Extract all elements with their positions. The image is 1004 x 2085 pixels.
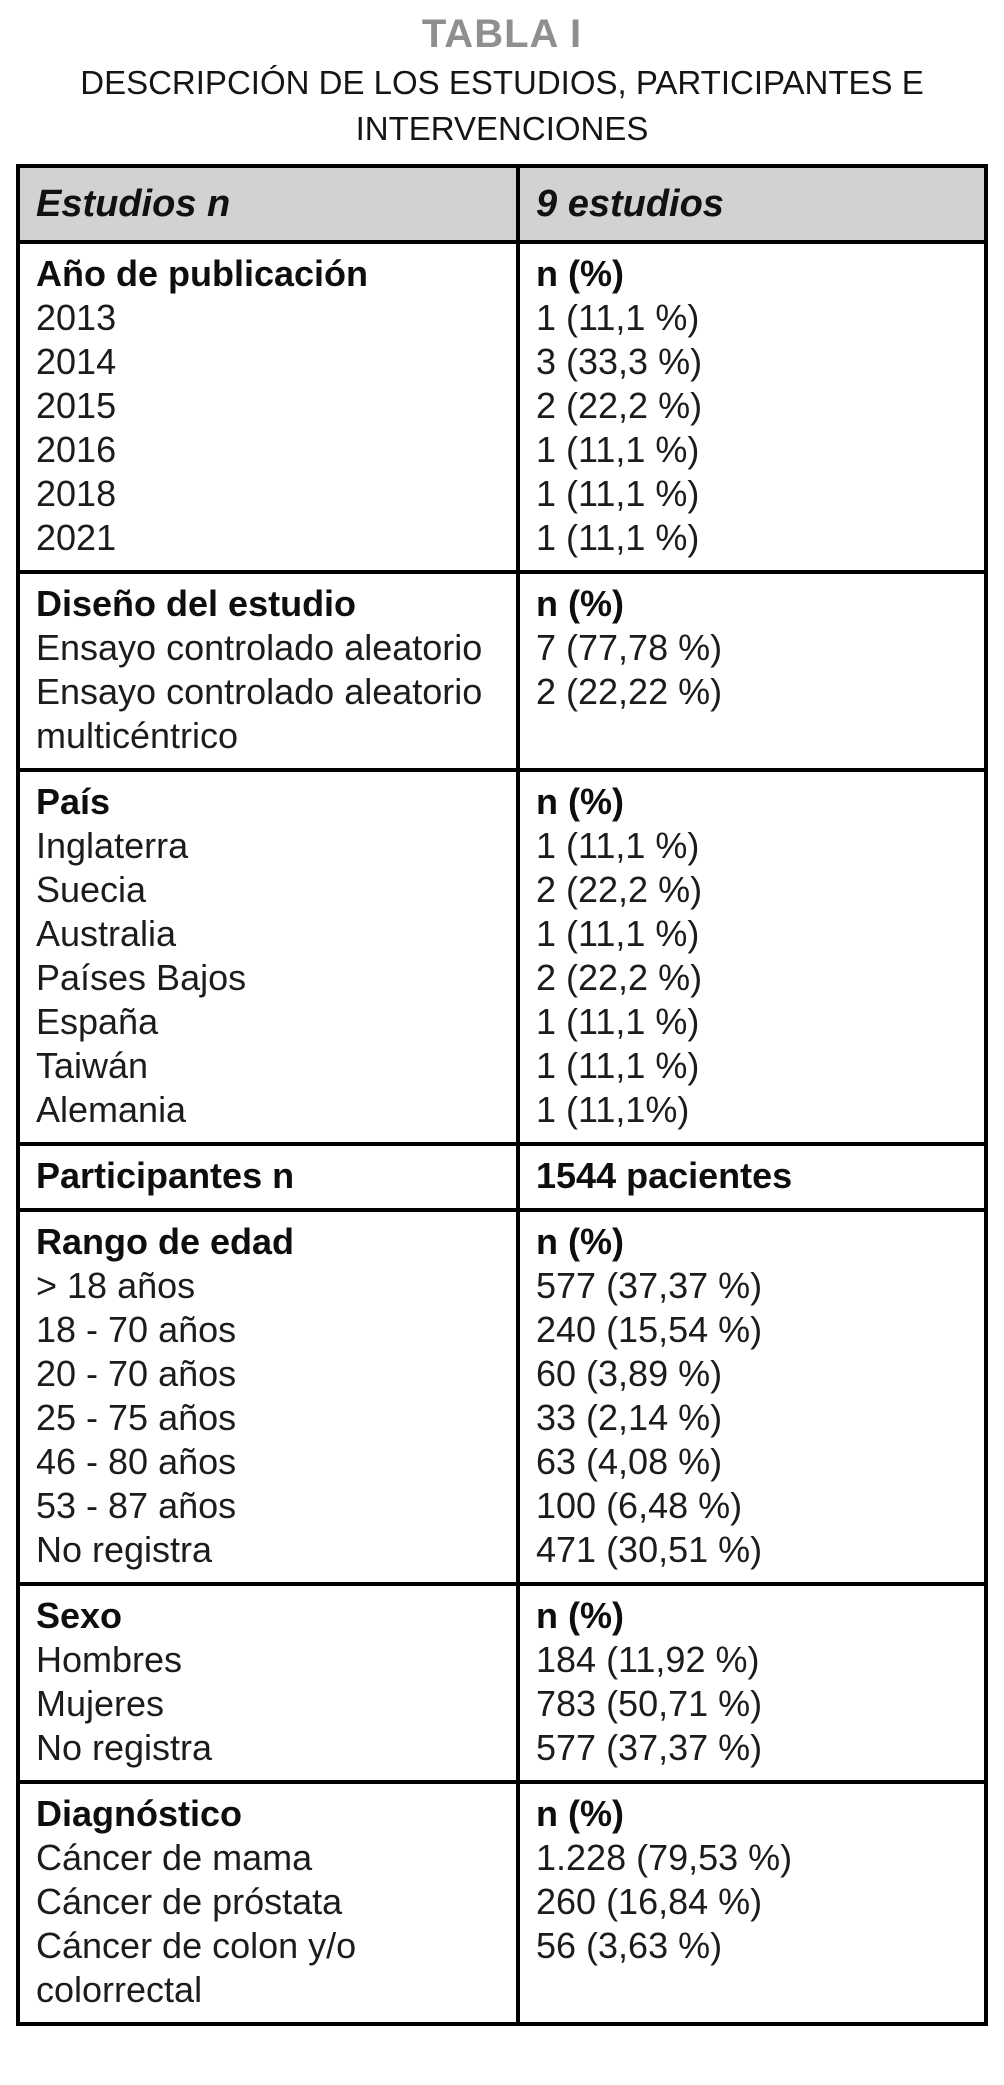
table-header-left: Estudios n xyxy=(20,168,520,240)
section-right-cell: n (%) 184 (11,92 %) 783 (50,71 %) 577 (37,3… xyxy=(520,1586,984,1780)
section-left-cell: Diseño del estudio Ensayo controlado alea… xyxy=(20,574,520,768)
section-value: 56 (3,63 %) xyxy=(536,1925,723,1966)
table-body: Año de publicación 2013 2014 2015 2016 2018 20… xyxy=(20,240,984,2022)
section-right-cell: 1544 pacientes xyxy=(520,1146,984,1208)
section-item: 46 - 80 años xyxy=(36,1441,237,1482)
section-value: 1 (11,1 %) xyxy=(536,825,700,866)
section-value: 33 (2,14 %) xyxy=(536,1397,723,1438)
section-left-cell: Año de publicación 2013 2014 2015 2016 2018 20… xyxy=(20,244,520,570)
section-value: 1 (11,1%) xyxy=(536,1089,690,1130)
section-value: 2 (22,22 %) xyxy=(536,671,723,712)
section-right-cell: n (%) 1 (11,1 %) 3 (33,3 %) 2 (22,2 %) 1 (11… xyxy=(520,244,984,570)
table-section-1: Diseño del estudio Ensayo controlado alea… xyxy=(20,570,984,768)
section-item: 2015 xyxy=(36,385,117,426)
section-value: 2 (22,2 %) xyxy=(536,869,703,910)
section-item: Mujeres xyxy=(36,1683,165,1724)
section-item: No registra xyxy=(36,1529,213,1570)
section-item: Inglaterra xyxy=(36,825,189,866)
table-section-0: Año de publicación 2013 2014 2015 2016 2018 20… xyxy=(20,240,984,570)
section-value-header: 1544 pacientes xyxy=(536,1155,793,1196)
section-value: 1 (11,1 %) xyxy=(536,429,700,470)
section-item: Cáncer de próstata xyxy=(36,1881,343,1922)
section-value: 2 (22,2 %) xyxy=(536,957,703,998)
section-right-cell: n (%) 577 (37,37 %) 240 (15,54 %) 60 (3,89 … xyxy=(520,1212,984,1582)
section-item: Alemania xyxy=(36,1089,187,1130)
section-item: Países Bajos xyxy=(36,957,247,998)
table-section-3: Participantes n 1544 pacientes xyxy=(20,1142,984,1208)
table-section-2: País Inglaterra Suecia Australia Países Bajo… xyxy=(20,768,984,1142)
section-value-header: n (%) xyxy=(536,583,624,624)
section-value: 577 (37,37 %) xyxy=(536,1265,763,1306)
section-value: 1 (11,1 %) xyxy=(536,473,700,514)
section-item: 2014 xyxy=(36,341,117,382)
section-label: Diseño del estudio xyxy=(36,583,357,624)
section-left-cell: País Inglaterra Suecia Australia Países Bajo… xyxy=(20,772,520,1142)
section-value: 1.228 (79,53 %) xyxy=(536,1837,793,1878)
section-item: 25 - 75 años xyxy=(36,1397,237,1438)
section-item: 2013 xyxy=(36,297,117,338)
section-item: 20 - 70 años xyxy=(36,1353,237,1394)
section-item: 53 - 87 años xyxy=(36,1485,237,1526)
section-item: Ensayo controlado aleatorio xyxy=(36,627,483,668)
section-value-header: n (%) xyxy=(536,1595,624,1636)
section-label: Diagnóstico xyxy=(36,1793,243,1834)
section-right-cell: n (%) 1 (11,1 %) 2 (22,2 %) 1 (11,1 %) 2 (22… xyxy=(520,772,984,1142)
section-item: 18 - 70 años xyxy=(36,1309,237,1350)
section-value: 184 (11,92 %) xyxy=(536,1639,760,1680)
section-left-cell: Rango de edad > 18 años 18 - 70 años 20 - 7… xyxy=(20,1212,520,1582)
section-item: > 18 años xyxy=(36,1265,196,1306)
section-item: Hombres xyxy=(36,1639,183,1680)
section-value-header: n (%) xyxy=(536,253,624,294)
section-item: Suecia xyxy=(36,869,147,910)
section-item: Cáncer de colon y/o colorrectal xyxy=(36,1925,357,2010)
section-value: 260 (16,84 %) xyxy=(536,1881,763,1922)
section-item: España xyxy=(36,1001,159,1042)
section-item: 2018 xyxy=(36,473,117,514)
section-right-cell: n (%) 1.228 (79,53 %) 260 (16,84 %) 56 (3,6… xyxy=(520,1784,984,2022)
section-label: País xyxy=(36,781,111,822)
table-section-5: Sexo Hombres Mujeres No registra n (%) 184 (1… xyxy=(20,1582,984,1780)
section-value: 1 (11,1 %) xyxy=(536,1045,700,1086)
section-value: 7 (77,78 %) xyxy=(536,627,723,668)
section-value: 60 (3,89 %) xyxy=(536,1353,723,1394)
section-right-cell: n (%) 7 (77,78 %) 2 (22,22 %) xyxy=(520,574,984,768)
study-description-table: Estudios n 9 estudios Año de publicación… xyxy=(16,164,988,2026)
section-left-cell: Sexo Hombres Mujeres No registra xyxy=(20,1586,520,1780)
table-section-4: Rango de edad > 18 años 18 - 70 años 20 - 7… xyxy=(20,1208,984,1582)
section-item: Ensayo controlado aleatorio multicéntric… xyxy=(36,671,483,756)
section-item: Australia xyxy=(36,913,177,954)
section-value: 3 (33,3 %) xyxy=(536,341,703,382)
section-item: Taiwán xyxy=(36,1045,149,1086)
section-item: No registra xyxy=(36,1727,213,1768)
section-value: 1 (11,1 %) xyxy=(536,913,700,954)
table-title: TABLA I xyxy=(421,12,583,56)
section-left-cell: Diagnóstico Cáncer de mama Cáncer de próst… xyxy=(20,1784,520,2022)
section-label: Participantes n xyxy=(36,1155,295,1196)
table-header-row: Estudios n 9 estudios xyxy=(20,168,984,240)
table-header-right: 9 estudios xyxy=(536,183,724,225)
section-label: Año de publicación xyxy=(36,253,369,294)
section-value: 783 (50,71 %) xyxy=(536,1683,763,1724)
section-item: 2021 xyxy=(36,517,117,558)
section-value: 100 (6,48 %) xyxy=(536,1485,743,1526)
section-value: 1 (11,1 %) xyxy=(536,517,700,558)
section-left-cell: Participantes n xyxy=(20,1146,520,1208)
section-value: 63 (4,08 %) xyxy=(536,1441,723,1482)
section-value-header: n (%) xyxy=(536,1221,624,1262)
section-value-header: n (%) xyxy=(536,781,624,822)
section-label: Rango de edad xyxy=(36,1221,295,1262)
section-label: Sexo xyxy=(36,1595,123,1636)
section-value: 577 (37,37 %) xyxy=(536,1727,763,1768)
section-value: 1 (11,1 %) xyxy=(536,297,700,338)
section-item: 2016 xyxy=(36,429,117,470)
section-value: 471 (30,51 %) xyxy=(536,1529,763,1570)
table-section-6: Diagnóstico Cáncer de mama Cáncer de próst… xyxy=(20,1780,984,2022)
section-value-header: n (%) xyxy=(536,1793,624,1834)
section-value: 1 (11,1 %) xyxy=(536,1001,700,1042)
section-item: Cáncer de mama xyxy=(36,1837,313,1878)
section-value: 2 (22,2 %) xyxy=(536,385,703,426)
table-subtitle: DESCRIPCIÓN DE LOS ESTUDIOS, PARTICIPANT… xyxy=(80,64,924,147)
section-value: 240 (15,54 %) xyxy=(536,1309,763,1350)
